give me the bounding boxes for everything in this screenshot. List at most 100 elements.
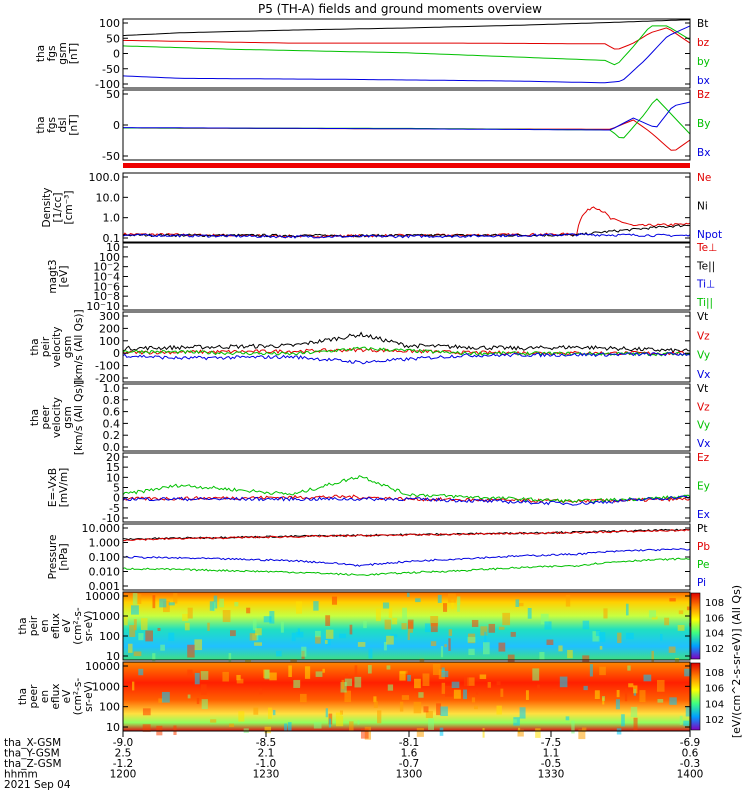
y-axis-label: (cm²-s- (72, 607, 84, 645)
series-line-Vx (122, 352, 691, 365)
y-tick-label: 10 (106, 650, 120, 663)
y-tick-label: 0.010 (89, 566, 121, 579)
y-tick-label: -50 (102, 150, 120, 163)
legend-entry-Vx: Vx (697, 369, 710, 381)
y-axis-label: [1/cc] (52, 193, 64, 223)
legend-entry-bx: bx (697, 75, 710, 87)
y-axis-label: eflux (50, 684, 62, 710)
y-tick-label: 10.000 (82, 522, 121, 535)
date-label: 2021 Sep 04 (4, 779, 71, 791)
series-line-Ey (122, 475, 691, 504)
x-tick-label: -7.5 (541, 737, 562, 749)
y-tick-label: 0.100 (89, 551, 121, 564)
x-tick-label: -0.7 (399, 758, 420, 770)
y-tick-label: 15 (106, 461, 120, 474)
x-row-label: tha_X-GSM (4, 737, 61, 749)
legend-entry-Pb: Pb (697, 541, 710, 553)
y-tick-label: 0 (113, 48, 120, 61)
y-axis-label: tha (35, 45, 47, 62)
plot-area-fgs-gsm (123, 19, 690, 88)
legend-entry-Npot: Npot (697, 229, 722, 241)
y-axis-label: [km/s (All Qs)] (73, 380, 85, 455)
y-axis-label: magt3 (47, 259, 59, 293)
y-axis-label: gsm (62, 336, 74, 358)
legend-entry-Te||: Te|| (696, 260, 715, 272)
x-row-label: tha_Z-GSM (4, 758, 62, 770)
y-tick-label: 1000 (92, 680, 120, 693)
y-tick-label: 1000 (92, 610, 120, 623)
series-line-Bt (122, 19, 691, 37)
y-axis-label: dsl (57, 117, 69, 132)
x-tick-label: -8.5 (256, 737, 277, 749)
colorbar-tick: 104 (705, 629, 724, 640)
y-tick-label: 0.2 (103, 429, 121, 442)
plot-area-fgs-dsl (123, 90, 690, 160)
figure-title: P5 (TH-A) fields and ground moments over… (258, 2, 542, 16)
plot-area-temperature (123, 243, 690, 310)
y-tick-label: 10⁻8 (93, 290, 120, 303)
x-tick-label: -0.3 (680, 758, 701, 770)
legend-entry-Vy: Vy (697, 420, 710, 432)
y-tick-label: -10 (102, 512, 120, 525)
quality-flag-bar (123, 163, 690, 168)
y-tick-label: -5 (109, 502, 120, 515)
y-tick-label: 10⁻2 (93, 261, 120, 274)
y-tick-label: 0.001 (89, 580, 121, 593)
y-axis-label: en (39, 619, 51, 632)
legend-entry-Vz: Vz (697, 330, 710, 342)
x-row-label: hhmm (4, 769, 38, 781)
y-axis-label: Density (41, 188, 53, 228)
x-tick-label: 0.6 (682, 748, 699, 760)
legend-entry-Ez: Ez (697, 452, 710, 464)
y-axis-label: (cm²-s- (72, 678, 84, 716)
colorbar-tick: 106 (705, 613, 724, 624)
y-tick-label: 10⁻6 (93, 280, 120, 293)
x-tick-label: 1330 (538, 769, 565, 781)
series-line-by (122, 25, 691, 66)
y-tick-label: 0.6 (103, 406, 121, 419)
y-axis-label: fgs (46, 117, 58, 133)
y-axis-label: gsm (62, 406, 74, 428)
y-axis-label: eflux (50, 613, 62, 639)
series-line-Vy (122, 346, 690, 357)
y-tick-label: 300 (99, 310, 120, 323)
y-tick-label: 10 (106, 721, 120, 734)
y-tick-label: -100 (95, 360, 120, 373)
y-axis-label: E=-VxB (47, 468, 59, 507)
y-axis-label: [nPa] (58, 543, 70, 570)
series-line-bz (122, 27, 691, 50)
legend-entry-Te⊥: Te⊥ (696, 242, 717, 254)
y-tick-label: 1.0 (103, 212, 121, 225)
legend-entry-Ne: Ne (697, 172, 711, 184)
y-axis-label: Pressure (47, 535, 59, 580)
y-tick-label: 0 (113, 492, 120, 505)
y-tick-label: 5 (113, 482, 120, 495)
legend-entry-Bx: Bx (697, 147, 710, 159)
y-tick-label: 10 (106, 241, 120, 254)
colorbar-tick: 102 (705, 644, 724, 655)
y-axis-label: gsm (57, 42, 69, 64)
colorbar-tick: 108 (705, 598, 724, 609)
panel-density: 100.0 10.0 1.0 0.1 Density [1/cc] [cm⁻³] Ne Ni Np… (41, 171, 722, 245)
y-tick-label: 1.0 (103, 382, 121, 395)
y-tick-label: 20 (106, 451, 120, 464)
series-line-Npot (122, 232, 691, 239)
y-tick-label: 0.8 (103, 394, 121, 407)
y-tick-label: 0 (113, 347, 120, 360)
series-line-Ex (122, 495, 691, 506)
colorbar-tick: 108 (705, 668, 724, 679)
colorbar-peer-spectrogram (690, 662, 701, 731)
y-tick-label: 200 (99, 322, 120, 335)
y-tick-label: 100 (99, 251, 120, 264)
y-tick-label: 10.0 (96, 191, 121, 204)
y-tick-label: -50 (102, 63, 120, 76)
x-tick-label: 2.1 (258, 748, 275, 760)
legend-entry-Bz: Bz (697, 89, 710, 101)
y-tick-label: 10⁻10 (86, 300, 120, 313)
colorbar-tick: 104 (705, 699, 724, 710)
y-axis-label: peir (28, 615, 40, 636)
legend-entry-Ti⊥: Ti⊥ (696, 279, 715, 291)
x-tick-label: 2.5 (115, 748, 132, 760)
panel-fgs-gsm: 100 50 0 -50 -100 tha fgs gsm [nT] Bt bz by bx (35, 17, 710, 91)
